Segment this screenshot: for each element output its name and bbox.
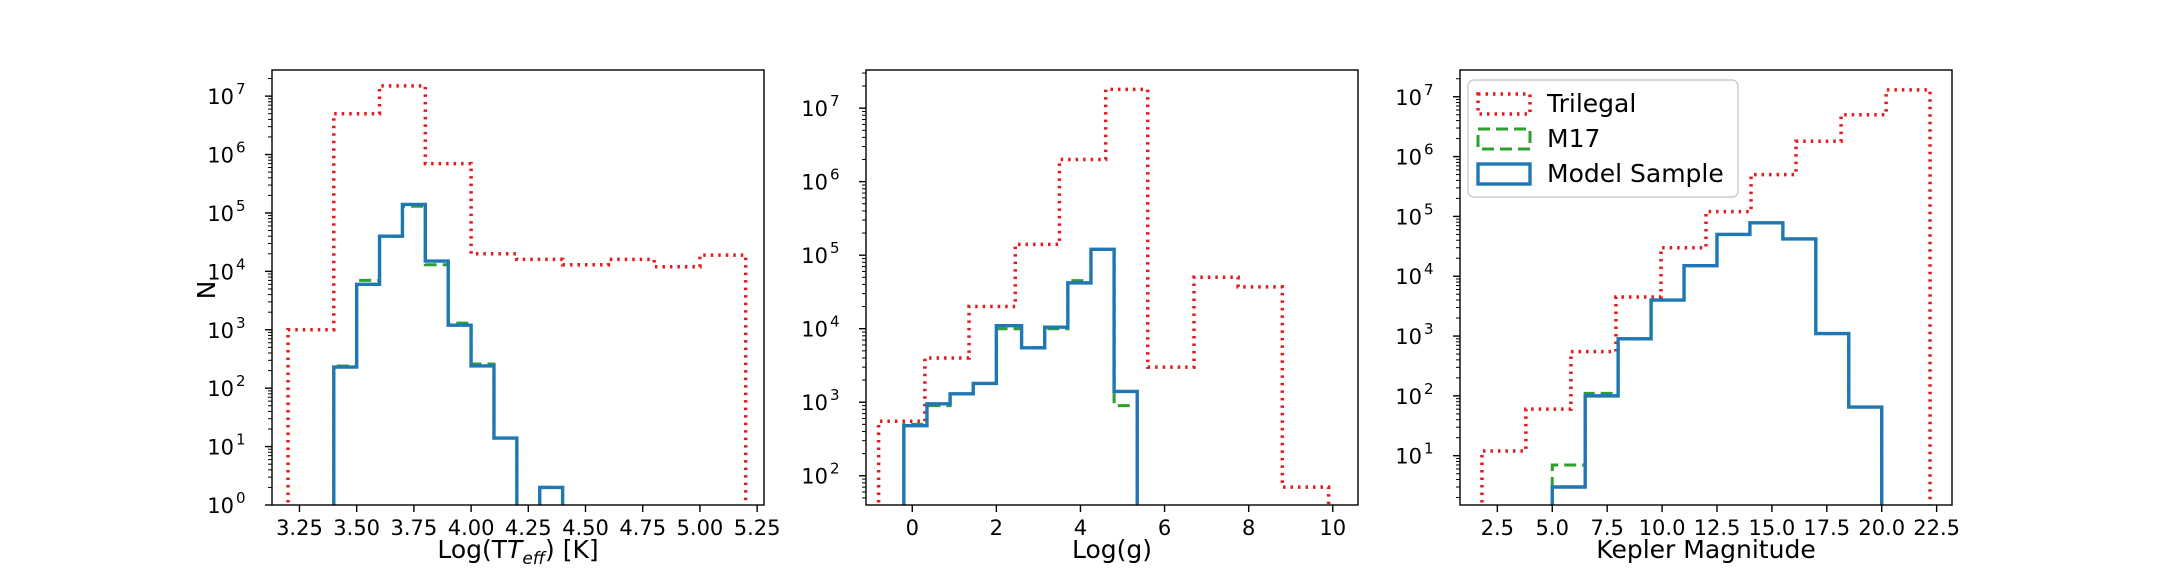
y-tick-exponent: 3 — [1424, 320, 1434, 338]
y-tick-label: 10 — [1395, 205, 1422, 229]
y-tick-exponent: 1 — [236, 431, 246, 449]
x-tick-label: 10.0 — [1639, 516, 1686, 540]
series-trilegal-logg — [876, 87, 1331, 505]
y-tick-exponent: 6 — [1424, 141, 1434, 159]
y-tick-exponent: 5 — [1424, 200, 1434, 218]
x-tick-label: 12.5 — [1694, 516, 1741, 540]
x-tick-label: 3.50 — [333, 516, 380, 540]
y-tick-label: 10 — [1395, 86, 1422, 110]
x-tick-label: 6 — [1158, 516, 1171, 540]
plot-area-teff — [286, 84, 748, 505]
x-tick-label: 20.0 — [1858, 516, 1905, 540]
y-tick-label: 10 — [207, 319, 234, 343]
legend-box — [1467, 79, 1739, 198]
y-tick-label: 10 — [801, 391, 828, 415]
y-tick-exponent: 2 — [236, 372, 246, 390]
y-tick-exponent: 4 — [830, 313, 840, 331]
x-axis-label-logg: Log(g) — [1072, 535, 1152, 564]
y-tick-label: 10 — [207, 436, 234, 460]
x-tick-label: 7.5 — [1590, 516, 1623, 540]
y-tick-exponent: 5 — [830, 239, 840, 257]
x-tick-label: 2.5 — [1481, 516, 1514, 540]
x-tick-label: 5.0 — [1536, 516, 1569, 540]
legend-swatch-m17 — [1476, 127, 1532, 151]
x-tick-label: 10 — [1319, 516, 1346, 540]
y-tick-label: 10 — [801, 171, 828, 195]
legend-swatch-trilegal — [1476, 92, 1532, 116]
y-tick-exponent: 7 — [1424, 81, 1434, 99]
x-tick-label: 3.25 — [276, 516, 323, 540]
axes-frame-kepmag — [1459, 69, 1953, 506]
y-tick-label: 10 — [1395, 385, 1422, 409]
legend-label-model-sample: Model Sample — [1547, 159, 1724, 188]
legend-swatch-model-sample — [1476, 162, 1532, 186]
y-tick-label: 10 — [801, 465, 828, 489]
x-tick-label: 8 — [1242, 516, 1255, 540]
legend-label-trilegal: Trilegal — [1546, 89, 1636, 118]
series-model-sample-kepmag — [1550, 221, 1884, 505]
series-model-sample-teff — [332, 202, 565, 505]
y-tick-exponent: 2 — [1424, 380, 1434, 398]
y-tick-exponent: 6 — [830, 166, 840, 184]
y-tick-exponent: 4 — [1424, 260, 1434, 278]
y-tick-label: 10 — [801, 97, 828, 121]
series-model-sample-logg — [902, 247, 1139, 505]
legend-label-m17: M17 — [1547, 124, 1600, 153]
x-tick-label: 22.5 — [1913, 516, 1960, 540]
y-tick-exponent: 5 — [236, 197, 246, 215]
series-trilegal-kepmag — [1480, 88, 1932, 505]
x-tick-label: 5.25 — [734, 516, 781, 540]
y-tick-label: 10 — [207, 260, 234, 284]
x-tick-label: 15.0 — [1749, 516, 1796, 540]
y-tick-label: 10 — [801, 318, 828, 342]
plot-area-logg — [876, 87, 1331, 505]
y-tick-label: 10 — [207, 377, 234, 401]
y-tick-exponent: 3 — [830, 386, 840, 404]
x-tick-label: 4.75 — [619, 516, 666, 540]
x-tick-label: 4.00 — [448, 516, 495, 540]
series-m17-teff — [332, 204, 565, 505]
y-tick-exponent: 2 — [830, 460, 840, 478]
y-tick-exponent: 6 — [236, 139, 246, 157]
axes-frame-teff — [271, 69, 765, 506]
y-tick-exponent: 4 — [236, 255, 246, 273]
y-tick-exponent: 0 — [236, 489, 246, 507]
x-tick-label: 17.5 — [1803, 516, 1850, 540]
y-tick-label: 10 — [207, 202, 234, 226]
plot-area-kepmag — [1480, 88, 1932, 505]
y-tick-label: 10 — [1395, 146, 1422, 170]
x-tick-label: 4.25 — [505, 516, 552, 540]
y-tick-exponent: 3 — [236, 314, 246, 332]
y-tick-label: 10 — [801, 244, 828, 268]
legend: Trilegal M17 Model Sample — [1467, 79, 1739, 198]
x-tick-label: 5.00 — [677, 516, 724, 540]
panel-kepmag: 2.5 5.0 7.5 10.0 12.5 15.0 17.5 20.0 22.510 110 21… — [1395, 69, 1960, 564]
ticks-kepmag: 2.5 5.0 7.5 10.0 12.5 15.0 17.5 20.0 22.510 110 21… — [1395, 78, 1960, 540]
y-tick-label: 10 — [207, 144, 234, 168]
y-tick-exponent: 7 — [830, 92, 840, 110]
x-axis-label-teff: Log(TTeff) [K] — [437, 535, 598, 569]
x-tick-label: 0 — [906, 516, 919, 540]
y-tick-label: 10 — [1395, 325, 1422, 349]
y-tick-exponent: 1 — [1424, 440, 1434, 458]
x-tick-label: 4 — [1074, 516, 1087, 540]
y-axis-label: N — [192, 281, 221, 300]
y-tick-label: 10 — [1395, 265, 1422, 289]
x-tick-label: 2 — [990, 516, 1003, 540]
y-tick-label: 10 — [207, 85, 234, 109]
x-axis-label-kepmag: Kepler Magnitude — [1596, 535, 1815, 564]
y-tick-exponent: 7 — [236, 80, 246, 98]
x-tick-label: 3.75 — [390, 516, 437, 540]
x-tick-label: 4.50 — [562, 516, 609, 540]
y-tick-label: 10 — [207, 494, 234, 518]
axes-frame-logg — [865, 69, 1359, 506]
y-tick-label: 10 — [1395, 445, 1422, 469]
